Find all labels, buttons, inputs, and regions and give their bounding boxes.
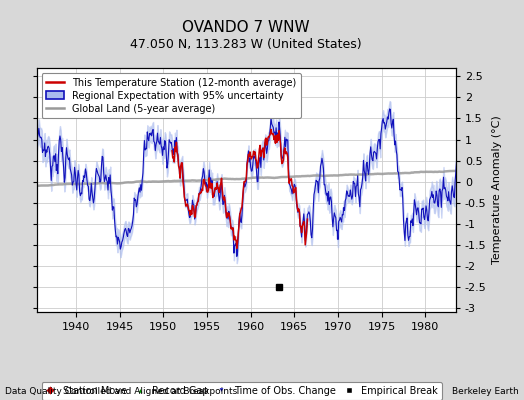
- Text: Berkeley Earth: Berkeley Earth: [452, 387, 519, 396]
- Text: OVANDO 7 WNW: OVANDO 7 WNW: [182, 20, 310, 35]
- Text: 47.050 N, 113.283 W (United States): 47.050 N, 113.283 W (United States): [130, 38, 362, 51]
- Y-axis label: Temperature Anomaly (°C): Temperature Anomaly (°C): [492, 116, 502, 264]
- Legend: Station Move, Record Gap, Time of Obs. Change, Empirical Break: Station Move, Record Gap, Time of Obs. C…: [41, 382, 442, 400]
- Text: Data Quality Controlled and Aligned at Breakpoints: Data Quality Controlled and Aligned at B…: [5, 387, 237, 396]
